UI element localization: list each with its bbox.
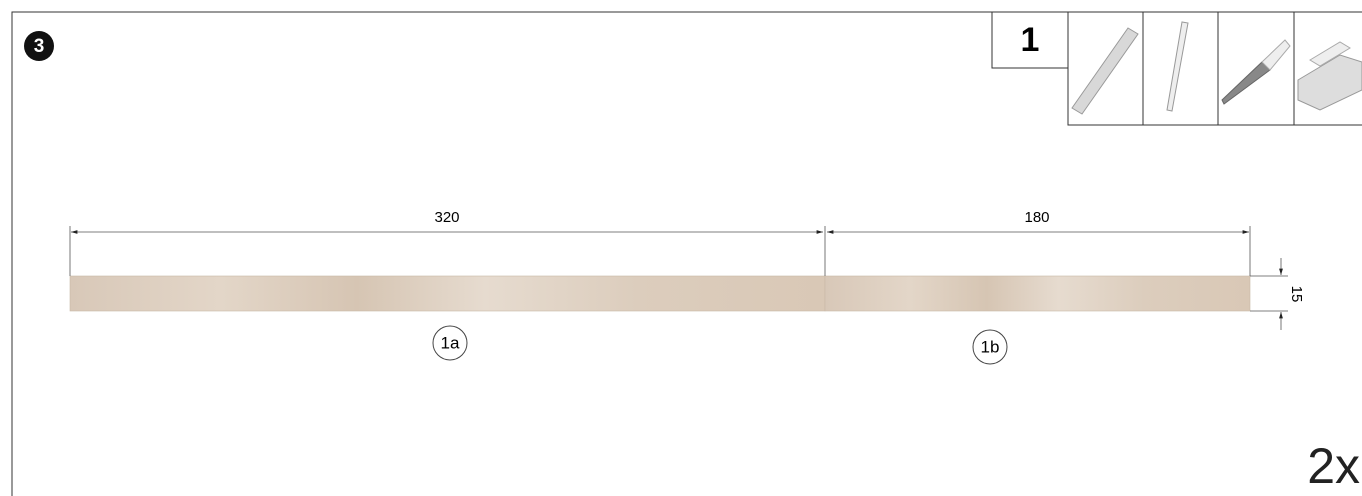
piece-label: 1a xyxy=(441,333,460,352)
dimension-label: 180 xyxy=(1024,209,1049,226)
ruler-icon xyxy=(1071,27,1139,115)
dimension-label: 320 xyxy=(434,209,459,226)
pencil-icon xyxy=(1166,21,1189,112)
dimension-lines xyxy=(69,226,1288,330)
piece-circle xyxy=(432,325,468,361)
quantity: 2x xyxy=(1307,438,1360,494)
piece-circle xyxy=(972,329,1008,365)
part-box xyxy=(991,11,1069,69)
piece-label: 1b xyxy=(981,337,1000,356)
mitre-box-icon xyxy=(1297,41,1362,111)
step-badge xyxy=(24,31,54,61)
plank-1a xyxy=(69,275,826,312)
step-number: 3 xyxy=(34,36,45,57)
frame xyxy=(11,11,1362,496)
thickness-label: 15 xyxy=(1288,286,1305,303)
part-number: 1 xyxy=(1021,21,1040,59)
plank-1b xyxy=(824,275,1251,312)
saw-icon xyxy=(1221,39,1291,105)
tools-panel xyxy=(1067,11,1362,126)
